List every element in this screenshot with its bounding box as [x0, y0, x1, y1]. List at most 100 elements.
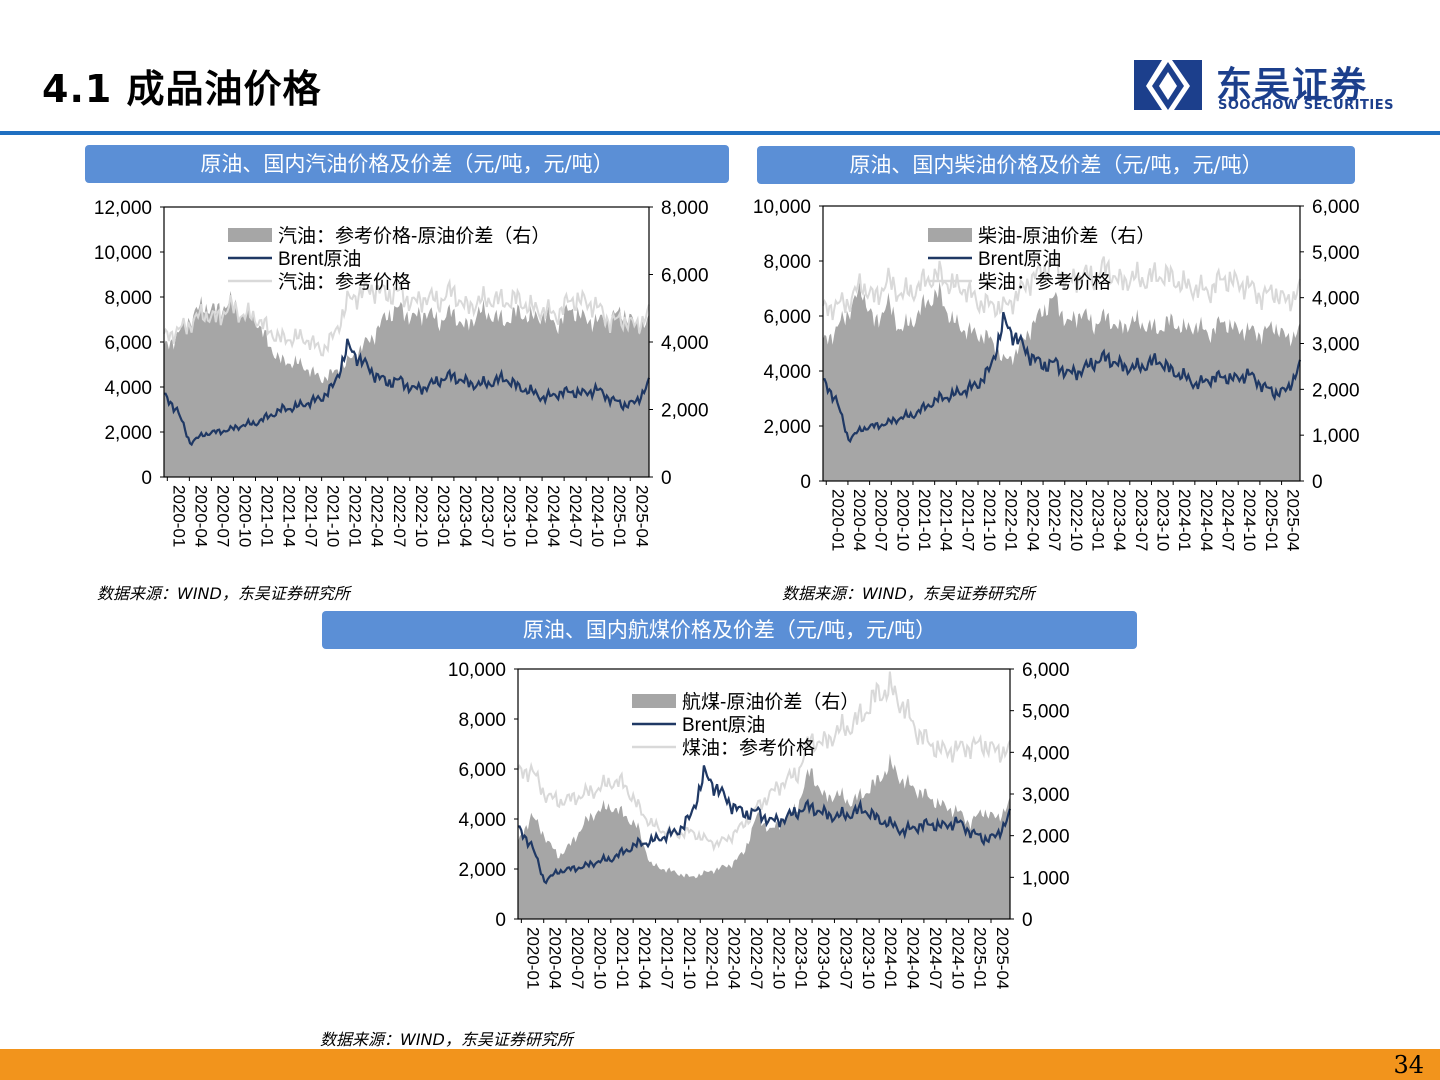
x-axis-tick-label: 2020-10 — [235, 485, 254, 547]
right-axis-tick-label: 0 — [661, 468, 672, 489]
x-axis-tick-label: 2020-10 — [893, 489, 912, 551]
right-axis-tick-label: 4,000 — [1022, 743, 1070, 764]
x-axis-tick-label: 2021-10 — [680, 927, 699, 989]
right-axis-tick-label: 8,000 — [661, 198, 709, 219]
x-axis-tick-label: 2022-01 — [346, 485, 365, 547]
legend-spread-swatch — [928, 228, 972, 242]
x-axis-tick-label: 2024-07 — [566, 485, 585, 547]
x-axis-tick-label: 2023-07 — [836, 927, 855, 989]
chart1-title-banner: 原油、国内汽油价格及价差（元/吨，元/吨） — [85, 145, 729, 183]
legend-spread-label: 柴油-原油价差（右） — [978, 225, 1155, 247]
x-axis-tick-label: 2024-01 — [522, 485, 541, 547]
x-axis-tick-label: 2022-10 — [769, 927, 788, 989]
x-axis-tick-label: 2021-01 — [613, 927, 632, 989]
left-axis-tick-label: 2,000 — [458, 860, 506, 881]
product-price-line — [163, 278, 650, 357]
legend-product-label: 柴油：参考价格 — [978, 271, 1111, 293]
x-axis-tick-label: 2021-10 — [324, 485, 343, 547]
page-title: 4.1 成品油价格 — [42, 67, 322, 111]
left-axis-tick-label: 0 — [495, 910, 506, 931]
x-axis-tick-label: 2023-01 — [1088, 489, 1107, 551]
chart2-source: 数据来源：WIND，东吴证券研究所 — [782, 584, 1035, 603]
x-axis-tick-label: 2025-04 — [1284, 489, 1303, 551]
right-axis-tick-label: 0 — [1312, 472, 1323, 493]
x-axis-tick-label: 2024-01 — [1175, 489, 1194, 551]
footer-bar: 34 — [0, 1049, 1440, 1080]
left-axis-tick-label: 0 — [141, 468, 152, 489]
left-axis-tick-label: 0 — [800, 472, 811, 493]
right-axis-tick-label: 2,000 — [1022, 827, 1070, 848]
x-axis-tick-label: 2023-10 — [1153, 489, 1172, 551]
x-axis-tick-label: 2022-04 — [725, 927, 744, 989]
x-axis-tick-label: 2023-01 — [434, 485, 453, 547]
x-axis-tick-label: 2021-01 — [257, 485, 276, 547]
spread-area-series — [823, 280, 1300, 481]
page-number: 34 — [1393, 1051, 1424, 1079]
chart1-source: 数据来源：WIND，东吴证券研究所 — [97, 584, 350, 603]
right-axis-tick-label: 4,000 — [1312, 289, 1360, 310]
legend-brent-label: Brent原油 — [682, 714, 765, 736]
right-axis-tick-label: 1,000 — [1022, 868, 1070, 889]
right-axis-tick-label: 1,000 — [1312, 426, 1360, 447]
product-price-line — [517, 671, 1011, 853]
left-axis-tick-label: 8,000 — [458, 710, 506, 731]
legend-spread-swatch — [632, 694, 676, 708]
x-axis-tick-label: 2023-10 — [500, 485, 519, 547]
right-axis-tick-label: 2,000 — [661, 401, 709, 422]
right-axis-tick-label: 0 — [1022, 910, 1033, 931]
right-axis-tick-label: 5,000 — [1022, 702, 1070, 723]
x-axis-tick-label: 2022-04 — [368, 485, 387, 547]
right-axis-tick-label: 3,000 — [1312, 335, 1360, 356]
x-axis-tick-label: 2022-07 — [390, 485, 409, 547]
x-axis-tick-label: 2025-04 — [993, 927, 1012, 989]
x-axis-tick-label: 2023-10 — [859, 927, 878, 989]
x-axis-tick-label: 2020-07 — [213, 485, 232, 547]
brent-line — [823, 311, 1302, 444]
legend-spread-label: 汽油：参考价格-原油价差（右） — [278, 225, 550, 247]
x-axis-tick-label: 2021-04 — [280, 485, 299, 547]
logo-cn-text: 东吴证券 — [1216, 65, 1369, 106]
x-axis-tick-label: 2021-10 — [980, 489, 999, 551]
chart3-title-banner: 原油、国内航煤价格及价差（元/吨，元/吨） — [322, 611, 1137, 649]
header-rule — [0, 131, 1440, 135]
x-axis-tick-label: 2022-07 — [747, 927, 766, 989]
x-axis-tick-label: 2023-04 — [456, 485, 475, 547]
x-axis-tick-label: 2023-01 — [792, 927, 811, 989]
legend-product-label: 汽油：参考价格 — [278, 271, 411, 293]
left-axis-tick-label: 6,000 — [104, 333, 152, 354]
x-axis-tick-label: 2024-10 — [1240, 489, 1259, 551]
x-axis-tick-label: 2021-07 — [958, 489, 977, 551]
x-axis-tick-label: 2020-10 — [590, 927, 609, 989]
x-axis-tick-label: 2020-01 — [828, 489, 847, 551]
legend-brent-label: Brent原油 — [278, 248, 361, 270]
x-axis-tick-label: 2024-07 — [926, 927, 945, 989]
x-axis-tick-label: 2020-04 — [191, 485, 210, 547]
x-axis-tick-label: 2020-07 — [872, 489, 891, 551]
right-axis-tick-label: 4,000 — [661, 333, 709, 354]
plot-frame — [517, 668, 1011, 920]
left-axis-tick-label: 4,000 — [104, 378, 152, 399]
x-axis-tick-label: 2025-01 — [610, 485, 629, 547]
left-axis-tick-label: 6,000 — [458, 760, 506, 781]
x-axis-tick-label: 2025-04 — [632, 485, 651, 547]
left-axis-tick-label: 6,000 — [763, 307, 811, 328]
x-axis-tick-label: 2025-01 — [971, 927, 990, 989]
x-axis-tick-label: 2022-01 — [702, 927, 721, 989]
x-axis-tick-label: 2020-01 — [523, 927, 542, 989]
soochow-logo-icon — [1132, 56, 1204, 114]
x-axis-tick-label: 2022-10 — [1067, 489, 1086, 551]
left-axis-tick-label: 4,000 — [763, 362, 811, 383]
x-axis-tick-label: 2021-01 — [915, 489, 934, 551]
right-axis-tick-label: 6,000 — [1022, 660, 1070, 681]
brent-line — [518, 765, 1012, 885]
x-axis-tick-label: 2020-01 — [169, 485, 188, 547]
plot-frame — [163, 206, 650, 478]
spread-area-series — [164, 290, 649, 477]
x-axis-tick-label: 2024-10 — [588, 485, 607, 547]
left-axis-tick-label: 10,000 — [753, 197, 811, 218]
x-axis-tick-label: 2022-04 — [1023, 489, 1042, 551]
right-axis-tick-label: 6,000 — [1312, 197, 1360, 218]
x-axis-tick-label: 2020-07 — [568, 927, 587, 989]
right-axis-tick-label: 6,000 — [661, 266, 709, 287]
x-axis-tick-label: 2022-01 — [1002, 489, 1021, 551]
